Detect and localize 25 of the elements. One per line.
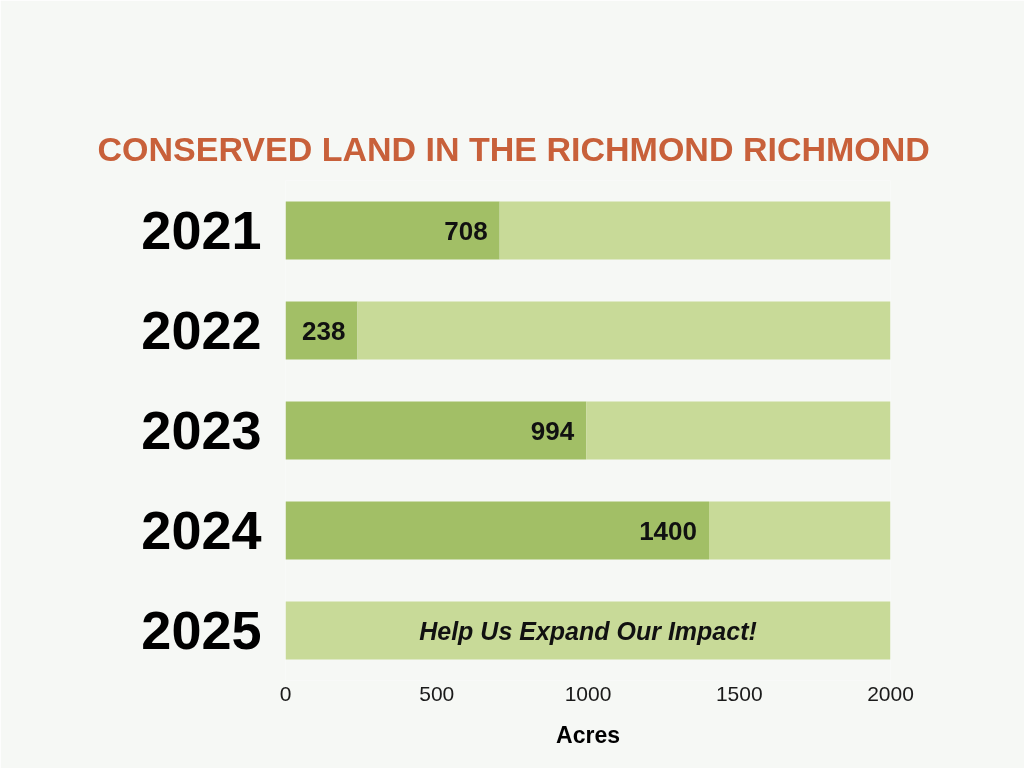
y-tick-label: 2021: [141, 200, 262, 260]
bar: [357, 301, 891, 360]
data-label: 238: [302, 315, 346, 346]
x-tick-label: 0: [279, 681, 292, 705]
bar: [285, 401, 587, 460]
x-tick-label: 2000: [867, 681, 914, 705]
bar: [285, 601, 891, 660]
x-tick-label: 1000: [564, 681, 612, 705]
data-label: 994: [530, 415, 575, 446]
x-tick-label: 500: [419, 681, 455, 705]
y-tick-label: 2023: [141, 400, 262, 460]
y-tick-label: 2024: [141, 500, 262, 560]
y-tick-label: 2025: [141, 600, 262, 660]
y-tick-label: 2022: [141, 300, 262, 360]
annotation: Help Us Expand Our Impact!: [419, 616, 757, 645]
chart-title: CONSERVED LAND IN THE RICHMOND RICHMOND: [97, 129, 930, 168]
data-label: 1400: [639, 515, 697, 546]
bar: [499, 201, 891, 260]
bar: [586, 401, 891, 460]
x-axis-title: Acres: [556, 721, 620, 748]
bar: [709, 501, 891, 560]
bar: [285, 501, 709, 560]
bar: [285, 201, 500, 260]
x-tick-label: 1500: [715, 681, 763, 705]
data-label: 708: [444, 215, 488, 246]
